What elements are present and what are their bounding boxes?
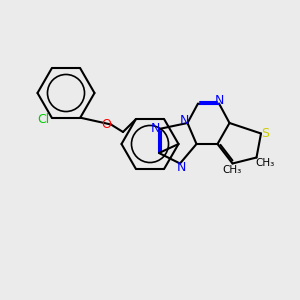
Text: N: N	[180, 114, 189, 127]
Text: Cl: Cl	[37, 113, 50, 126]
Text: S: S	[262, 127, 269, 140]
Text: N: N	[177, 160, 186, 174]
Text: N: N	[151, 122, 160, 136]
Text: CH₃: CH₃	[222, 165, 242, 175]
Text: O: O	[102, 118, 111, 131]
Text: N: N	[214, 94, 224, 107]
Text: CH₃: CH₃	[255, 158, 274, 168]
